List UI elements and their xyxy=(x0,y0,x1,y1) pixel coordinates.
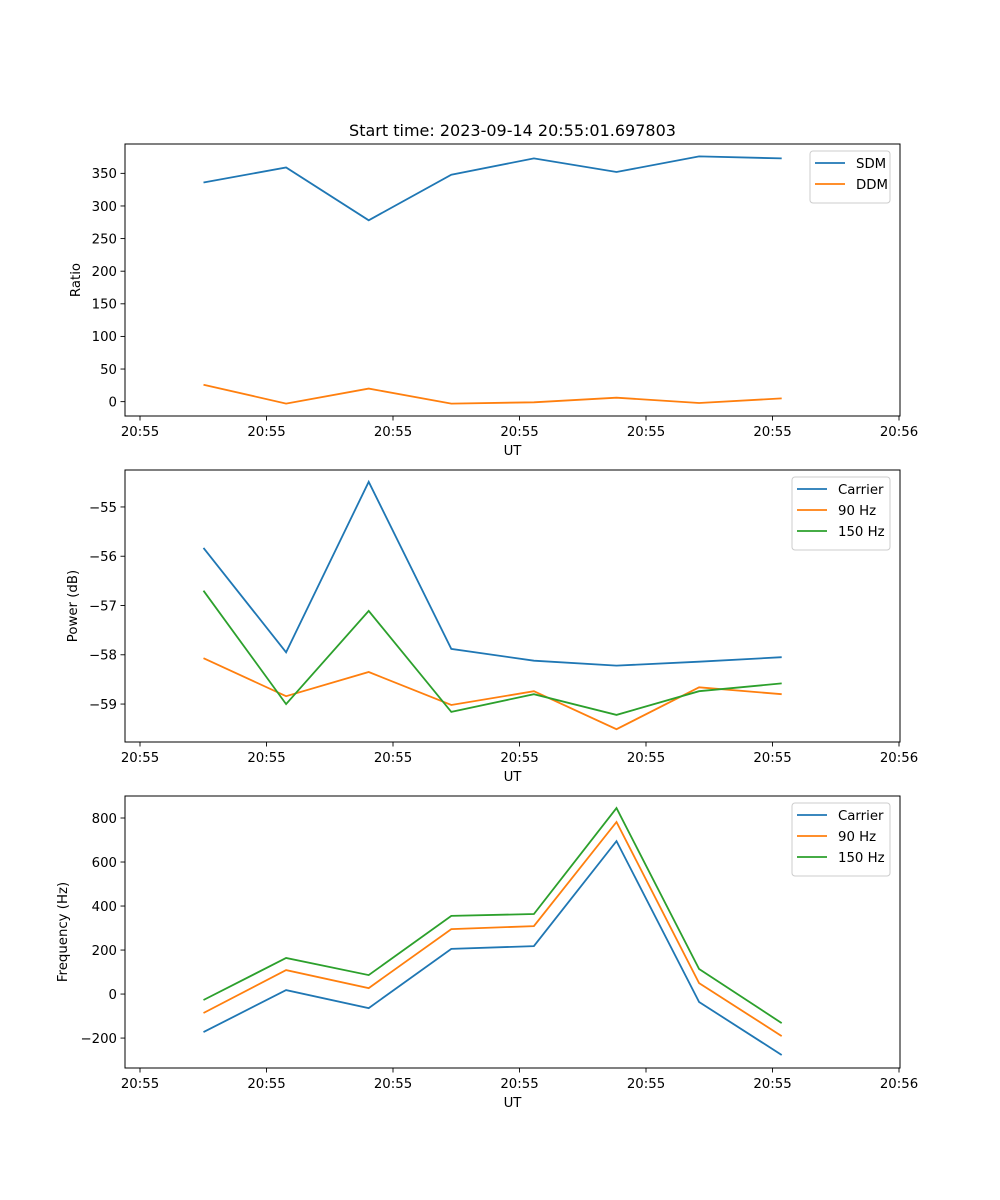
series-line-150-hz xyxy=(203,806,783,1024)
x-tick-label: 20:55 xyxy=(374,425,412,440)
chart-panel-2: 20:55 20:55 20:55 20:55 20:55 20:55 20:56 UT −59… xyxy=(66,469,918,785)
x-tick-label: 20:55 xyxy=(121,425,159,440)
series-line-carrier xyxy=(202,479,782,667)
y-tick-label: 200 xyxy=(92,265,117,280)
x-tick-label: 20:55 xyxy=(500,425,538,440)
x-tick-label: 20:55 xyxy=(121,751,159,766)
y-tick-label: −55 xyxy=(89,501,117,516)
x-tick-label: 20:55 xyxy=(500,751,538,766)
y-tick-label: 100 xyxy=(92,330,117,345)
x-tick-label: 20:55 xyxy=(121,1077,159,1092)
series-line-150-hz xyxy=(202,590,782,716)
x-tick-label: 20:55 xyxy=(374,751,412,766)
x-tick-label: 20:56 xyxy=(880,751,918,766)
series-line-90-hz xyxy=(203,820,783,1037)
y-tick-label: 150 xyxy=(92,298,117,313)
legend-label: Carrier xyxy=(838,483,884,498)
x-axis-label: UT xyxy=(504,770,523,785)
x-tick-label: 20:55 xyxy=(500,1077,538,1092)
plot-area-frame xyxy=(124,795,901,1069)
legend: Carrier 90 Hz 150 Hz xyxy=(791,476,891,551)
x-axis-label: UT xyxy=(504,1096,523,1111)
series-line-carrier xyxy=(203,839,783,1056)
legend-label: SDM xyxy=(856,157,886,172)
x-tick-label: 20:55 xyxy=(374,1077,412,1092)
y-axis-label: Ratio xyxy=(69,263,84,297)
y-tick-label: 0 xyxy=(109,395,117,410)
x-tick-label: 20:55 xyxy=(247,751,285,766)
chart-panel-1: 20:55 20:55 20:55 20:55 20:55 20:55 20:56 UT 0 50… xyxy=(69,143,918,459)
x-tick-label: 20:56 xyxy=(880,1077,918,1092)
x-tick-label: 20:55 xyxy=(753,425,791,440)
series-line-ddm xyxy=(203,383,782,405)
plot-area-frame xyxy=(124,469,901,743)
y-tick-label: 400 xyxy=(92,900,117,915)
y-tick-label: −56 xyxy=(89,550,117,565)
series-line-90-hz xyxy=(203,657,782,731)
legend-label: 90 Hz xyxy=(838,504,876,519)
y-tick-label: 350 xyxy=(92,167,117,182)
y-tick-label: 800 xyxy=(92,812,117,827)
x-tick-label: 20:55 xyxy=(753,1077,791,1092)
y-tick-label: 200 xyxy=(92,944,117,959)
legend: SDM DDM xyxy=(809,150,891,204)
legend-label: 150 Hz xyxy=(838,525,885,540)
y-axis-label: Frequency (Hz) xyxy=(56,882,71,982)
x-tick-label: 20:56 xyxy=(880,425,918,440)
chart-panel-3: 20:55 20:55 20:55 20:55 20:55 20:55 20:56 UT −20… xyxy=(56,795,918,1111)
figure-title: Start time: 2023-09-14 20:55:01.697803 xyxy=(349,121,676,140)
x-tick-label: 20:55 xyxy=(753,751,791,766)
y-axis-label: Power (dB) xyxy=(66,570,81,642)
legend-label: 90 Hz xyxy=(838,830,876,845)
x-tick-label: 20:55 xyxy=(627,1077,665,1092)
y-tick-label: −57 xyxy=(89,599,117,614)
legend-label: DDM xyxy=(856,178,888,193)
legend-label: Carrier xyxy=(838,809,884,824)
y-tick-label: −200 xyxy=(80,1032,117,1047)
legend-box xyxy=(809,150,891,204)
series-line-sdm xyxy=(203,155,782,222)
x-axis-label: UT xyxy=(504,444,523,459)
y-tick-label: −59 xyxy=(89,698,117,713)
legend-label: 150 Hz xyxy=(838,851,885,866)
x-tick-label: 20:55 xyxy=(247,1077,285,1092)
x-tick-label: 20:55 xyxy=(247,425,285,440)
y-tick-label: 250 xyxy=(92,232,117,247)
y-tick-label: 600 xyxy=(92,856,117,871)
y-tick-label: −58 xyxy=(89,649,117,664)
legend: Carrier 90 Hz 150 Hz xyxy=(791,802,891,877)
x-tick-label: 20:55 xyxy=(627,425,665,440)
x-tick-label: 20:55 xyxy=(627,751,665,766)
y-tick-label: 300 xyxy=(92,200,117,215)
plot-area-frame xyxy=(124,143,901,417)
y-tick-label: 0 xyxy=(109,988,117,1003)
y-tick-label: 50 xyxy=(100,363,117,378)
